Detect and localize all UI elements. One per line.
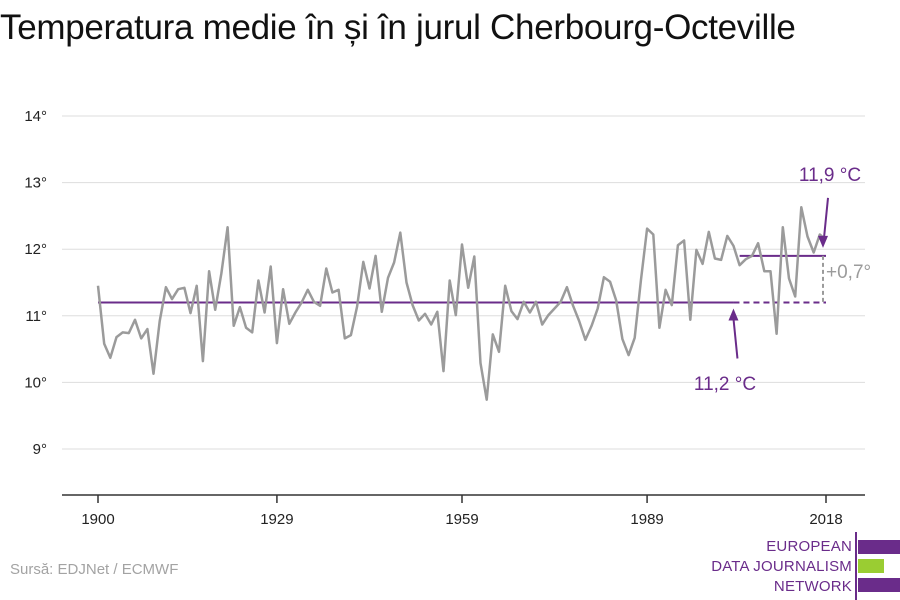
y-tick-label: 13° [24, 175, 47, 192]
logo-line-2: DATA JOURNALISM [711, 558, 852, 575]
temperature-series-line [96, 205, 827, 401]
logo-bar-1 [858, 540, 900, 554]
reference-lines [98, 254, 826, 304]
x-tick-label: 1989 [630, 511, 663, 528]
y-tick-label: 10° [24, 374, 47, 391]
logo-line-3: NETWORK [773, 578, 852, 595]
annotations: 11,2 °C 11,9 °C +0,7° [694, 165, 871, 395]
y-tick-label: 14° [24, 108, 47, 125]
y-axis-ticks: 9° 10° 11° 12° 13° 14° [24, 108, 47, 458]
chart-title: Temperatura medie în și în jurul Cherbou… [0, 8, 796, 47]
x-axis: 1900 1929 1959 1989 2018 [62, 494, 865, 528]
x-tick-label: 1959 [445, 511, 478, 528]
recent-label: 11,9 °C [799, 165, 861, 186]
grid-lines [62, 115, 865, 450]
baseline-arrow-shaft [732, 318, 739, 359]
logo-vertical-bar [855, 532, 857, 600]
baseline-label: 11,2 °C [694, 374, 756, 395]
x-tick-label: 2018 [809, 511, 842, 528]
source-note: Sursă: EDJNet / ECMWF [10, 561, 179, 578]
edjnet-logo[interactable]: EUROPEAN DATA JOURNALISM NETWORK [690, 532, 900, 600]
baseline-arrow-head [728, 308, 739, 321]
x-tick-label: 1900 [81, 511, 114, 528]
logo-line-1: EUROPEAN [766, 538, 852, 555]
difference-label: +0,7° [826, 262, 871, 283]
y-tick-label: 12° [24, 241, 47, 258]
recent-arrow-shaft [823, 197, 829, 238]
x-tick-label: 1929 [260, 511, 293, 528]
series-layer [96, 205, 827, 401]
recent-arrow-head [818, 235, 828, 248]
y-tick-label: 9° [33, 441, 47, 458]
logo-bar-3 [858, 578, 900, 592]
y-tick-label: 11° [25, 308, 47, 325]
logo-bar-2 [858, 559, 884, 573]
